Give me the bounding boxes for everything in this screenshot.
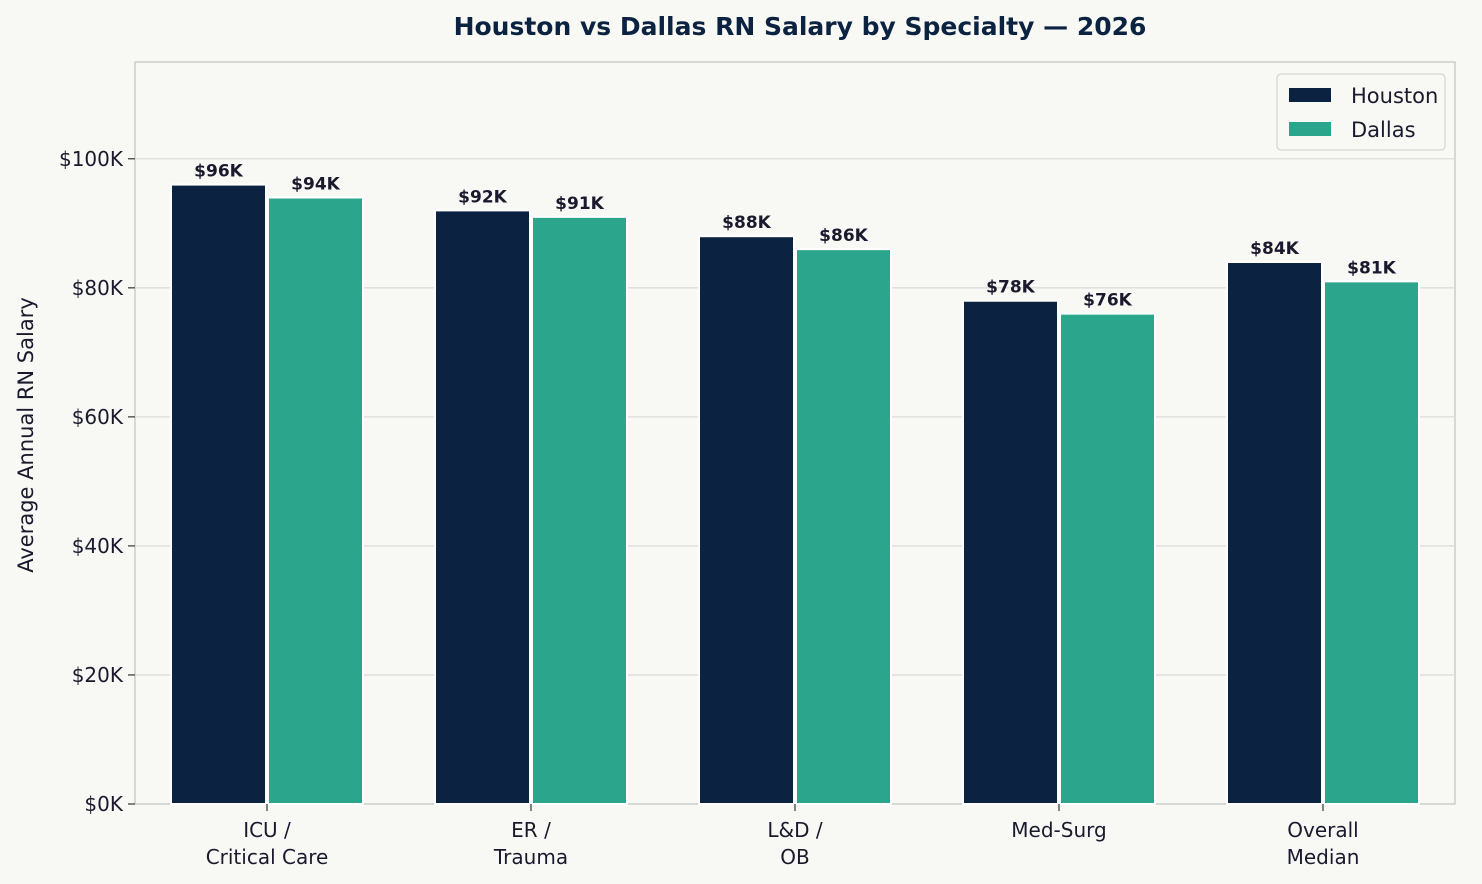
y-tick-label: $80K bbox=[72, 276, 124, 300]
data-label: $91K bbox=[555, 194, 604, 214]
x-tick-label: Overall bbox=[1287, 818, 1358, 842]
data-label: $84K bbox=[1250, 239, 1299, 259]
y-tick-label: $20K bbox=[72, 663, 124, 687]
bar-houston bbox=[434, 209, 531, 805]
bar-houston bbox=[170, 183, 267, 805]
bar-dallas bbox=[795, 248, 892, 805]
y-tick-label: $100K bbox=[59, 147, 124, 171]
legend-label: Dallas bbox=[1351, 118, 1416, 142]
bar-houston bbox=[698, 235, 795, 806]
chart-title: Houston vs Dallas RN Salary by Specialty… bbox=[454, 12, 1147, 41]
legend: Houston Dallas bbox=[1276, 73, 1446, 151]
x-tick-label: ER / bbox=[511, 818, 551, 842]
bar-dallas bbox=[267, 196, 364, 805]
data-label: $94K bbox=[291, 174, 340, 194]
bar-dallas bbox=[1323, 280, 1420, 805]
y-axis-title: Average Annual RN Salary bbox=[14, 297, 38, 573]
bars bbox=[170, 183, 1420, 806]
x-axis-ticks: ICU / Critical Care ER / Trauma L&D / OB Med-S… bbox=[206, 804, 1360, 869]
data-label: $78K bbox=[986, 278, 1035, 298]
y-tick-label: $40K bbox=[72, 534, 124, 558]
x-tick-label: OB bbox=[780, 845, 809, 869]
data-label: $76K bbox=[1083, 291, 1132, 311]
bar-houston bbox=[962, 299, 1059, 805]
data-label: $86K bbox=[819, 226, 868, 246]
bar-dallas bbox=[1059, 312, 1156, 805]
bar-dallas bbox=[531, 215, 628, 805]
legend-swatch bbox=[1289, 88, 1331, 102]
x-tick-label: ICU / bbox=[243, 818, 291, 842]
y-tick-label: $60K bbox=[72, 405, 124, 429]
x-tick-label: Median bbox=[1287, 845, 1360, 869]
data-labels: $96K $94K $92K $91K $88K $86K $78K $76K $84K $81K bbox=[194, 162, 1396, 311]
legend-swatch bbox=[1289, 122, 1331, 136]
x-tick-label: Med-Surg bbox=[1011, 818, 1106, 842]
data-label: $96K bbox=[194, 162, 243, 182]
x-tick-label: Trauma bbox=[493, 845, 568, 869]
y-axis-ticks: $0K $20K $40K $60K $80K $100K bbox=[59, 147, 135, 816]
data-label: $81K bbox=[1347, 258, 1396, 278]
y-tick-label: $0K bbox=[84, 792, 123, 816]
x-tick-label: Critical Care bbox=[206, 845, 329, 869]
bar-houston bbox=[1226, 261, 1323, 805]
data-label: $88K bbox=[722, 213, 771, 233]
data-label: $92K bbox=[458, 187, 507, 207]
legend-label: Houston bbox=[1351, 84, 1438, 108]
x-tick-label: L&D / bbox=[767, 818, 822, 842]
